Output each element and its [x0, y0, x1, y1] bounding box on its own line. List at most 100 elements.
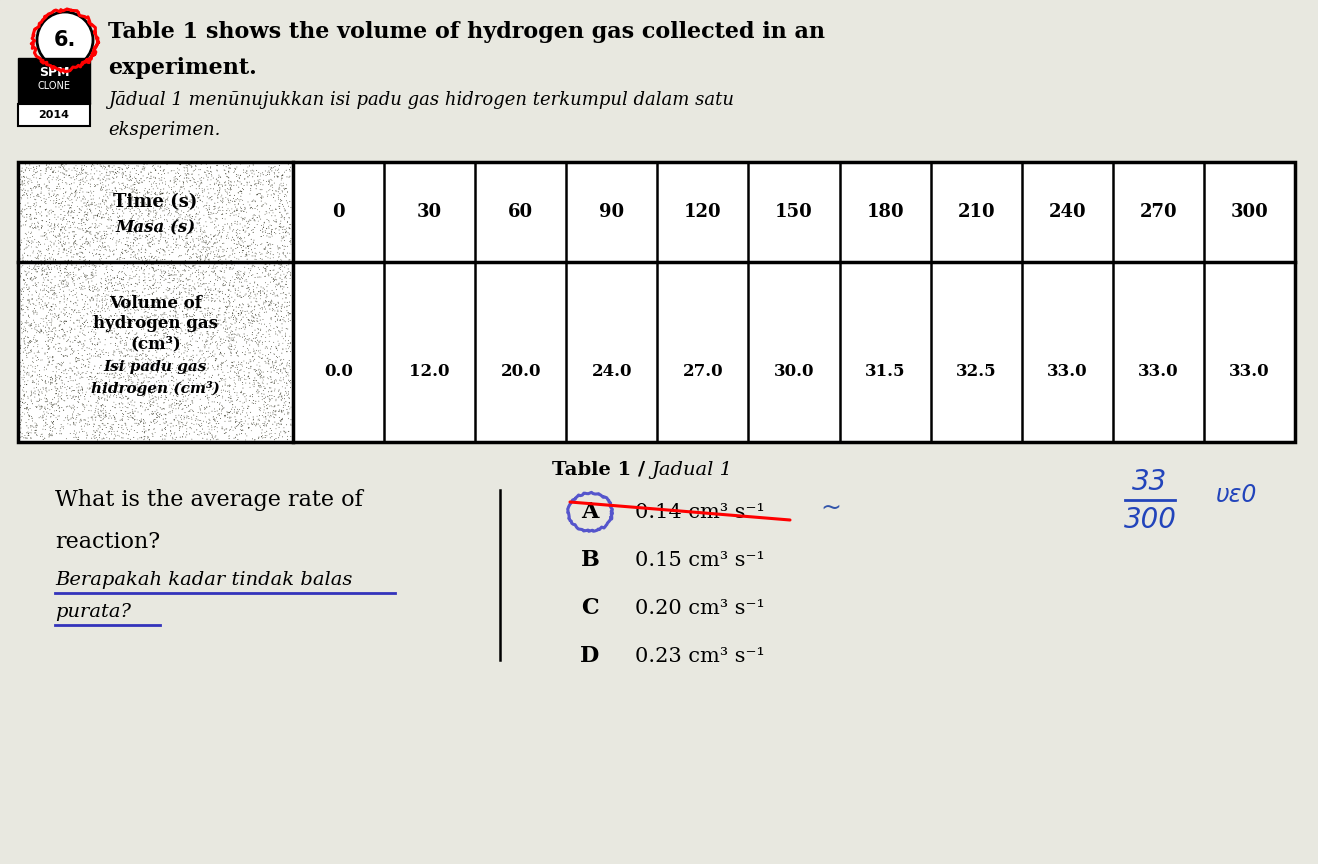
Point — [216, 169, 237, 183]
Point — [29, 260, 50, 274]
Point — [32, 205, 53, 219]
Point — [55, 386, 76, 400]
Point — [256, 280, 277, 294]
Point — [41, 358, 62, 372]
Point — [41, 300, 62, 314]
Point — [278, 366, 299, 380]
Point — [142, 262, 163, 276]
Point — [231, 279, 252, 293]
Point — [171, 323, 192, 337]
Point — [216, 276, 237, 289]
Point — [243, 350, 264, 364]
Point — [258, 381, 279, 395]
Point — [195, 410, 216, 423]
Point — [113, 370, 134, 384]
Point — [107, 309, 128, 323]
Point — [41, 399, 62, 413]
Point — [275, 221, 297, 235]
Point — [188, 256, 210, 270]
Point — [148, 399, 169, 413]
Point — [25, 262, 46, 276]
Point — [196, 229, 217, 243]
Point — [199, 243, 220, 257]
Point — [49, 296, 70, 310]
Point — [125, 289, 146, 303]
Point — [175, 247, 196, 261]
Point — [120, 318, 141, 332]
Point — [146, 363, 167, 377]
Point — [65, 330, 86, 344]
Point — [104, 181, 125, 195]
Point — [183, 297, 204, 311]
Point — [84, 221, 105, 235]
Point — [50, 289, 71, 303]
Point — [50, 261, 71, 275]
Point — [199, 321, 220, 335]
Point — [196, 196, 217, 210]
Point — [277, 215, 298, 229]
Point — [232, 399, 253, 413]
Point — [138, 344, 159, 358]
Point — [144, 309, 165, 323]
Point — [109, 275, 130, 289]
Point — [159, 204, 181, 218]
Point — [54, 189, 75, 203]
Point — [258, 166, 279, 180]
Point — [65, 288, 86, 302]
Point — [96, 206, 117, 220]
Point — [96, 194, 117, 208]
Point — [94, 232, 115, 245]
Point — [161, 257, 182, 271]
Point — [258, 175, 279, 188]
Point — [41, 429, 62, 442]
Text: Volume of: Volume of — [109, 295, 202, 313]
Point — [38, 157, 59, 171]
Point — [166, 232, 187, 245]
Point — [182, 171, 203, 185]
Point — [202, 239, 223, 253]
Point — [231, 210, 252, 224]
Point — [18, 295, 40, 308]
Point — [74, 403, 95, 416]
Point — [43, 340, 65, 353]
Point — [270, 363, 291, 377]
Point — [71, 217, 92, 231]
Point — [92, 208, 113, 222]
Point — [104, 345, 125, 359]
Point — [80, 189, 101, 203]
Point — [51, 386, 72, 400]
Point — [91, 217, 112, 231]
Point — [16, 378, 37, 391]
Point — [38, 184, 59, 198]
Point — [199, 416, 220, 429]
Point — [18, 238, 40, 252]
Point — [20, 220, 41, 234]
Point — [80, 163, 101, 177]
Point — [221, 403, 243, 416]
Point — [96, 346, 117, 359]
Point — [210, 284, 231, 298]
Point — [79, 381, 100, 395]
Point — [203, 326, 224, 340]
Point — [125, 206, 146, 220]
Point — [152, 173, 173, 187]
Point — [40, 238, 61, 252]
Point — [66, 168, 87, 181]
Point — [113, 222, 134, 236]
Point — [240, 276, 261, 290]
Point — [59, 307, 80, 321]
Point — [250, 219, 272, 232]
Point — [266, 289, 287, 302]
Point — [96, 172, 117, 186]
Point — [17, 361, 38, 375]
Point — [236, 335, 257, 349]
Point — [277, 365, 298, 379]
Point — [103, 346, 124, 359]
Point — [57, 350, 78, 364]
Point — [211, 384, 232, 397]
Point — [141, 185, 162, 199]
Point — [178, 399, 199, 413]
Point — [169, 301, 190, 314]
Point — [95, 257, 116, 270]
Point — [11, 321, 32, 335]
